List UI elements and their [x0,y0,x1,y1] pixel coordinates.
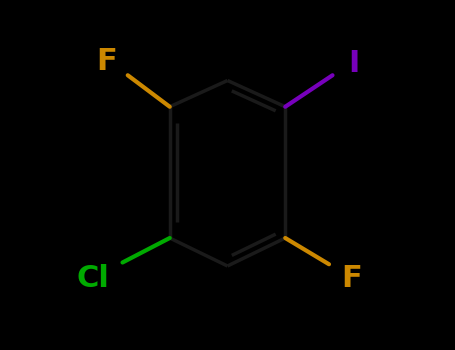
Text: F: F [96,47,117,76]
Text: F: F [341,264,362,293]
Text: I: I [348,49,359,77]
Text: Cl: Cl [76,264,109,293]
